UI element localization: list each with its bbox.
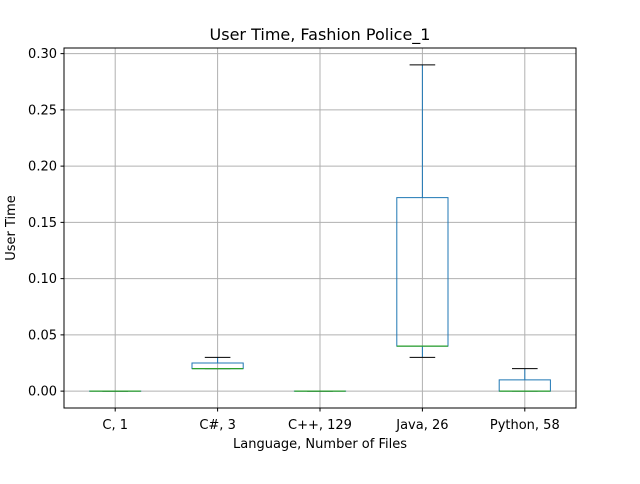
x-tick-label: C++, 129 (288, 418, 352, 433)
y-tick-label: 0.10 (28, 272, 57, 287)
y-tick-label: 0.00 (28, 385, 57, 400)
y-tick-label: 0.15 (28, 216, 57, 231)
x-tick-label: Python, 58 (490, 418, 560, 433)
axis-ticks: 0.00 0.05 0.10 0.15 0.20 0.25 0.30 C, 1 C#, 3 C++… (28, 47, 560, 433)
x-axis-label: Language, Number of Files (233, 437, 407, 452)
y-axis-label: User Time (4, 195, 19, 261)
y-tick-label: 0.05 (28, 328, 57, 343)
x-tick-label: C, 1 (102, 418, 128, 433)
y-tick-label: 0.30 (28, 47, 57, 62)
grid-lines (64, 48, 576, 408)
x-tick-label: C#, 3 (199, 418, 236, 433)
x-tick-label: Java, 26 (395, 418, 448, 433)
y-tick-label: 0.25 (28, 103, 57, 118)
y-tick-label: 0.20 (28, 160, 57, 175)
chart-title: User Time, Fashion Police_1 (210, 25, 431, 45)
